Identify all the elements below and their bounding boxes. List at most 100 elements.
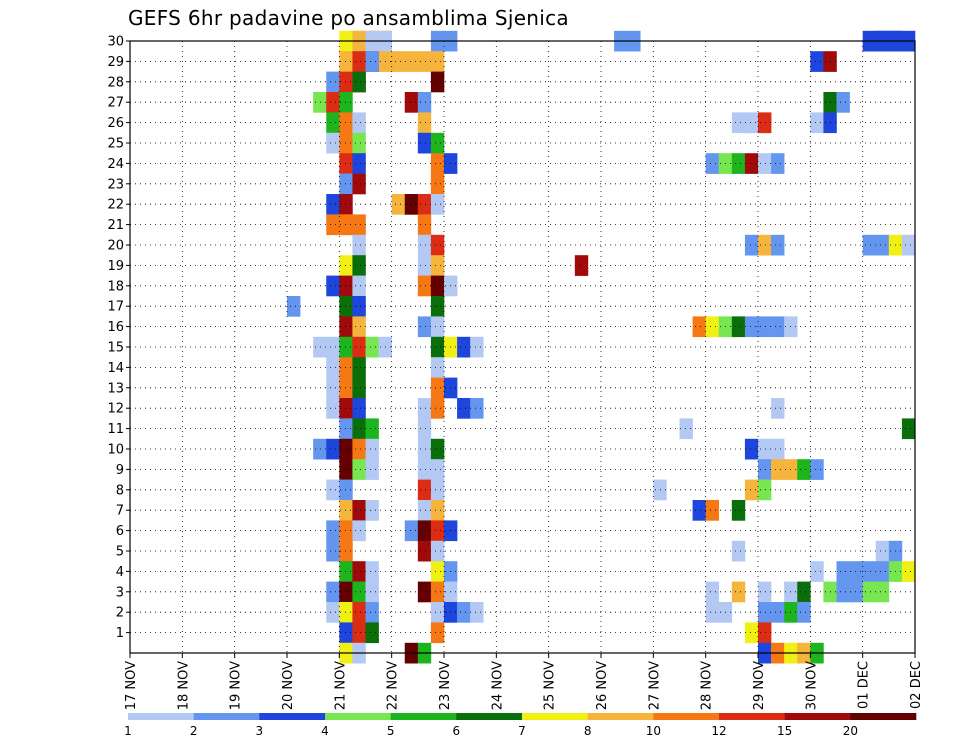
heatmap-cell — [706, 316, 719, 337]
colorbar-swatch — [456, 713, 522, 720]
heatmap-cell — [366, 51, 379, 72]
heatmap-cell — [366, 439, 379, 460]
heatmap-cell — [431, 194, 444, 215]
heatmap-cell — [418, 398, 431, 419]
y-tick-label: 4 — [116, 565, 124, 580]
colorbar-label: 4 — [321, 724, 329, 738]
heatmap-cell — [431, 622, 444, 643]
heatmap-cell — [457, 337, 470, 358]
y-tick-label: 15 — [107, 341, 124, 356]
heatmap-cell — [339, 214, 365, 235]
y-tick-label: 19 — [107, 259, 124, 274]
heatmap-cell — [352, 316, 365, 337]
heatmap-cell — [431, 316, 444, 337]
heatmap-cell — [431, 398, 444, 419]
colorbar-label: 12 — [711, 724, 726, 738]
colorbar-label: 8 — [584, 724, 592, 738]
colorbar-label: 10 — [646, 724, 661, 738]
heatmap-cell — [745, 235, 758, 256]
colorbar-label: 5 — [387, 724, 395, 738]
heatmap-cell — [810, 112, 823, 133]
heatmap-cell — [431, 296, 444, 317]
x-tick-label: 24 NOV — [490, 661, 505, 710]
heatmap-cell — [392, 194, 405, 215]
heatmap-cell — [352, 622, 365, 643]
heatmap-cell — [706, 500, 719, 521]
y-tick-label: 26 — [107, 116, 124, 131]
heatmap-cell — [352, 235, 365, 256]
heatmap-cell — [837, 561, 850, 582]
y-tick-label: 9 — [116, 463, 124, 478]
heatmap-cell — [771, 439, 784, 460]
heatmap-cell — [431, 276, 444, 297]
heatmap-cell — [418, 459, 431, 480]
heatmap-cell — [287, 296, 300, 317]
heatmap-cell — [706, 602, 719, 623]
x-tick-label: 27 NOV — [647, 661, 662, 710]
x-tick-label: 02 DEC — [909, 661, 924, 709]
x-tick-label: 26 NOV — [595, 661, 610, 710]
heatmap-cell — [326, 602, 339, 623]
heatmap-cell — [418, 541, 431, 562]
y-tick-label: 27 — [107, 96, 124, 111]
y-tick-label: 10 — [107, 443, 124, 458]
heatmap-cell — [418, 316, 431, 337]
heatmap-cell — [431, 378, 444, 399]
heatmap-cell — [418, 418, 431, 439]
heatmap-cell — [418, 276, 431, 297]
y-tick-label: 21 — [107, 218, 124, 233]
colorbar-swatch — [653, 713, 719, 720]
heatmap-cell — [431, 357, 444, 378]
heatmap-cell — [366, 622, 379, 643]
heatmap-cell — [706, 153, 719, 174]
heatmap-cell — [366, 500, 379, 521]
heatmap-cell — [405, 194, 418, 215]
colorbar-swatch — [719, 713, 785, 720]
y-tick-label: 22 — [107, 198, 124, 213]
heatmap-cell — [863, 582, 876, 603]
y-tick-label: 23 — [107, 177, 124, 192]
y-tick-label: 13 — [107, 381, 124, 396]
heatmap-cell — [863, 235, 876, 256]
heatmap-cell — [470, 602, 483, 623]
x-tick-label: 17 NOV — [124, 661, 139, 710]
heatmap-cell — [745, 316, 758, 337]
heatmap-cell — [732, 582, 745, 603]
heatmap-cell — [431, 480, 444, 501]
heatmap-cell — [352, 337, 365, 358]
y-tick-label: 11 — [107, 422, 124, 437]
heatmap-cell — [876, 235, 889, 256]
colorbar-label: 1 — [124, 724, 132, 738]
x-tick-label: 30 NOV — [804, 661, 819, 710]
plot-frame — [130, 41, 915, 653]
heatmap-cell — [457, 602, 470, 623]
heatmap-cell — [876, 561, 889, 582]
heatmap-cell — [418, 214, 431, 235]
heatmap-cell — [326, 520, 339, 541]
heatmap-cell — [352, 255, 365, 276]
heatmap-cell — [431, 174, 444, 195]
y-tick-label: 17 — [107, 300, 124, 315]
heatmap-cell — [352, 72, 365, 93]
heatmap-cell — [810, 561, 823, 582]
heatmap-cell — [326, 378, 339, 399]
y-tick-label: 14 — [107, 361, 124, 376]
heatmap-cell — [876, 541, 889, 562]
y-tick-label: 20 — [107, 239, 124, 254]
y-tick-label: 24 — [107, 157, 124, 172]
heatmap-cell — [352, 276, 365, 297]
heatmap-cell — [797, 459, 810, 480]
heatmap-cell — [352, 500, 365, 521]
heatmap-cell — [366, 602, 379, 623]
heatmap-cell — [693, 316, 706, 337]
y-tick-label: 8 — [116, 483, 124, 498]
colorbar-label: 6 — [453, 724, 461, 738]
heatmap-cell — [326, 337, 339, 358]
heatmap-cell — [575, 255, 588, 276]
heatmap-cell — [405, 520, 418, 541]
heatmap-cells — [287, 31, 915, 664]
heatmap-cell — [837, 582, 850, 603]
